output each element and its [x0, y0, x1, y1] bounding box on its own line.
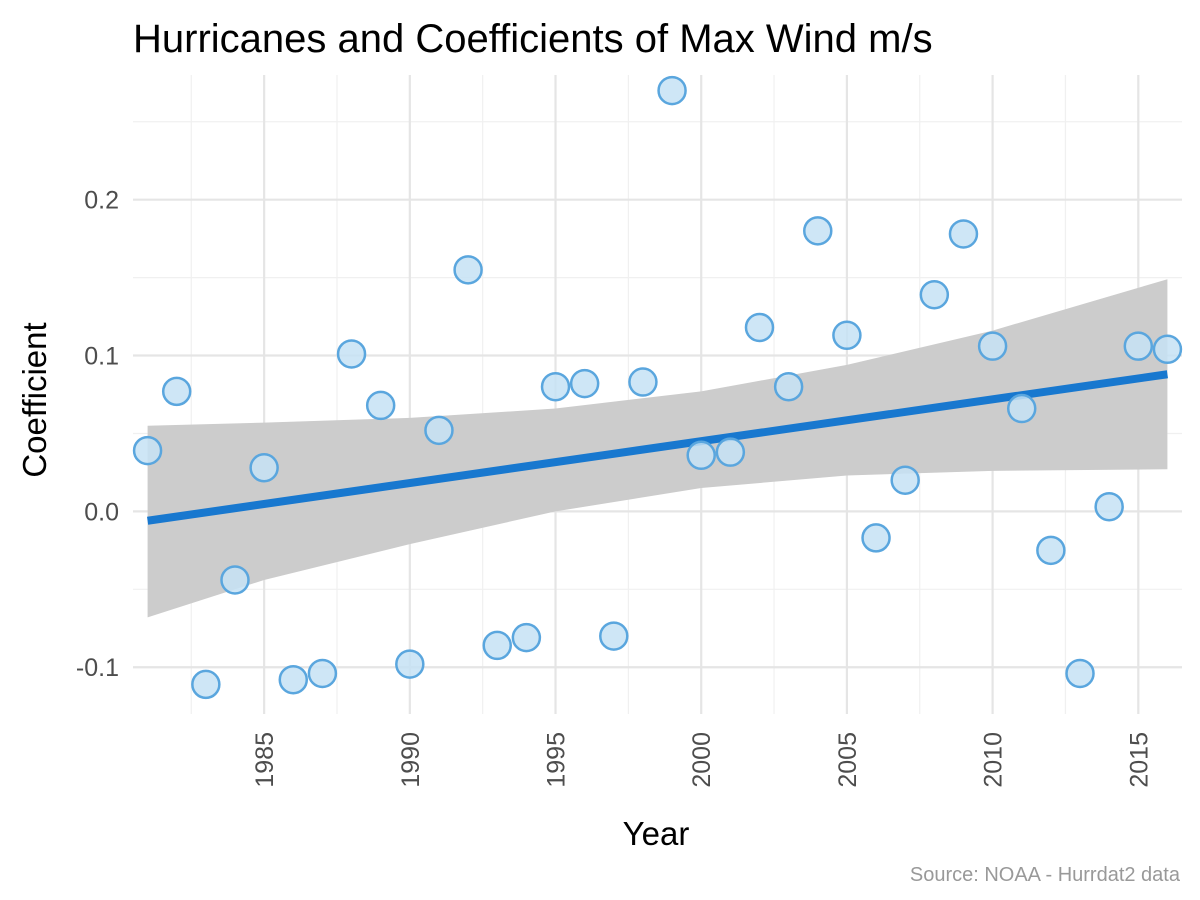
data-point: [657, 75, 687, 106]
data-point: [1065, 658, 1095, 689]
data-point: [599, 621, 629, 651]
data-point: [540, 371, 571, 402]
data-point: [1036, 535, 1066, 566]
data-point: [948, 219, 979, 249]
data-point: [773, 371, 804, 402]
x-axis-tick-labels: 1985 1990 1995 2000 2005 2010 2015: [251, 732, 1153, 788]
y-tick-label: 0.2: [84, 187, 119, 215]
data-point: [919, 280, 950, 310]
x-tick-label: 2000: [688, 732, 716, 788]
data-point: [569, 368, 600, 399]
data-point: [365, 390, 396, 421]
data-point: [132, 435, 163, 466]
data-point: [336, 339, 367, 369]
y-tick-label: -0.1: [76, 654, 119, 682]
trend-line: [147, 370, 1168, 525]
data-point: [191, 669, 221, 700]
data-point: [832, 320, 862, 351]
data-point: [278, 664, 309, 695]
data-point: [161, 376, 192, 407]
data-point: [861, 523, 891, 553]
x-tick-label: 1995: [543, 732, 571, 788]
data-point: [977, 331, 1008, 361]
y-tick-label: 0.0: [84, 498, 119, 526]
source-caption: Source: NOAA - Hurrdat2 data: [910, 864, 1181, 886]
data-point: [744, 312, 775, 343]
data-point: [628, 367, 658, 397]
data-point: [482, 630, 512, 661]
x-tick-label: 1985: [251, 732, 279, 788]
x-tick-label: 2005: [834, 732, 862, 788]
data-point: [803, 216, 833, 246]
data-point: [249, 453, 279, 483]
y-tick-label: 0.1: [84, 343, 119, 371]
data-point: [220, 565, 250, 595]
data-point: [453, 255, 483, 285]
x-tick-label: 1990: [397, 732, 425, 788]
data-point: [1152, 334, 1183, 365]
y-axis-tick-labels: -0.1 0.0 0.1 0.2: [76, 187, 119, 683]
x-tick-label: 2015: [1125, 732, 1153, 788]
data-point: [715, 437, 746, 467]
trend-line-layer: [147, 370, 1168, 525]
chart-title: Hurricanes and Coefficients of Max Wind …: [133, 17, 933, 61]
data-points: [132, 75, 1183, 700]
data-point: [1006, 393, 1037, 424]
data-point: [890, 465, 920, 495]
x-axis-title: Year: [623, 815, 690, 852]
data-point: [1094, 491, 1124, 522]
x-tick-label: 2010: [980, 732, 1008, 788]
data-point: [424, 415, 454, 446]
data-point: [395, 649, 425, 679]
data-point: [511, 622, 542, 653]
data-point: [307, 658, 338, 689]
data-point: [1123, 331, 1154, 361]
y-axis-title: Coefficient: [16, 322, 53, 477]
data-point: [686, 440, 716, 471]
